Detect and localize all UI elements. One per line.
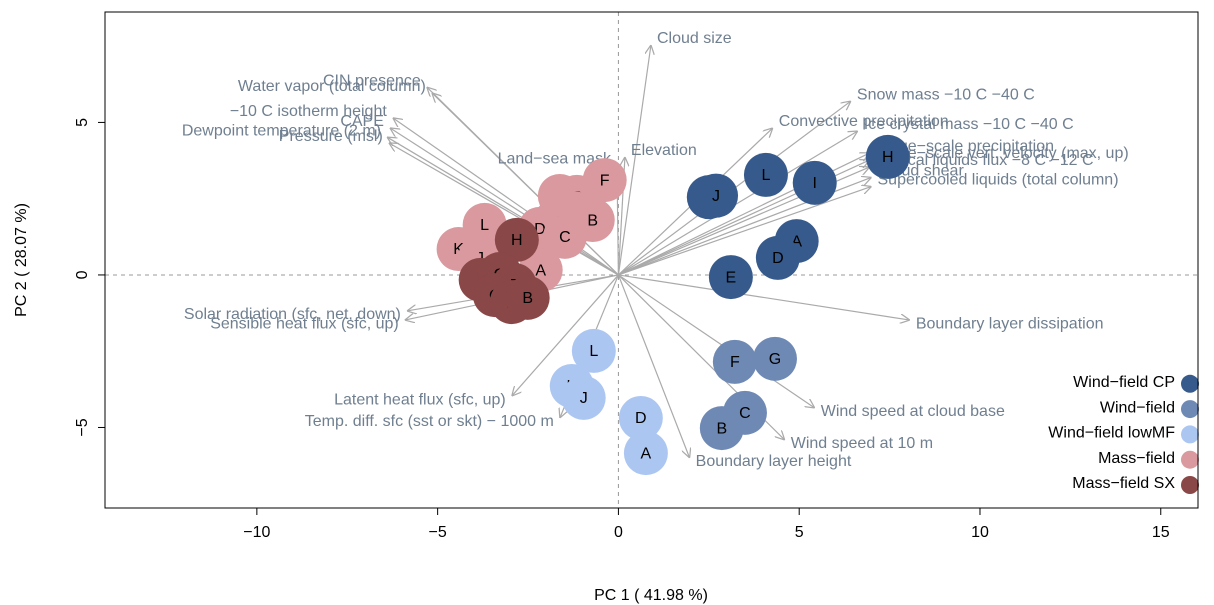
point bbox=[571, 328, 616, 373]
loading-label: Sensible heat flux (sfc, up) bbox=[210, 315, 399, 332]
loading-label: Wind speed at 10 m bbox=[791, 435, 933, 452]
legend-swatch bbox=[1181, 400, 1199, 419]
point bbox=[694, 173, 739, 218]
y-tick-label: 0 bbox=[74, 270, 91, 279]
point bbox=[792, 160, 837, 205]
loading-label: −10 C isotherm height bbox=[230, 103, 388, 120]
point bbox=[743, 152, 788, 197]
loading-label: Wind speed at cloud base bbox=[821, 403, 1005, 420]
loading-label: Snow mass −10 C −40 C bbox=[857, 86, 1035, 103]
point-label: B bbox=[716, 420, 727, 437]
loading-label: Boundary layer height bbox=[696, 453, 852, 470]
point-label: C bbox=[739, 405, 751, 422]
loading-label: Cloud size bbox=[657, 30, 732, 47]
x-tick-label: −10 bbox=[243, 524, 270, 541]
point-label: D bbox=[772, 250, 784, 267]
point-label: L bbox=[589, 343, 598, 360]
legend-label: Wind−field CP bbox=[1073, 374, 1175, 391]
point-label: J bbox=[712, 188, 720, 205]
loading-arrow bbox=[617, 274, 689, 458]
loading-label: Elevation bbox=[631, 142, 697, 159]
y-tick-label: −5 bbox=[74, 418, 91, 436]
x-tick-label: −5 bbox=[429, 524, 447, 541]
point bbox=[699, 406, 744, 451]
point bbox=[505, 275, 550, 320]
point-label: F bbox=[600, 172, 610, 189]
loading-label: Ice crystal mass −10 C −40 C bbox=[864, 116, 1074, 133]
point bbox=[618, 396, 663, 441]
loading-label: Supercooled liquids (total column) bbox=[878, 172, 1119, 189]
x-tick-label: 5 bbox=[795, 524, 804, 541]
loading-arrow bbox=[512, 274, 619, 396]
point-label: F bbox=[730, 354, 740, 371]
loading-label: Vertical liquids flux −8 C −12 C bbox=[876, 152, 1094, 169]
point-label: B bbox=[522, 290, 533, 307]
loading-label: CIN presence bbox=[323, 72, 421, 89]
point bbox=[542, 214, 587, 259]
point-label: E bbox=[726, 269, 737, 286]
point-label: D bbox=[635, 410, 647, 427]
x-tick-label: 0 bbox=[614, 524, 623, 541]
point bbox=[561, 375, 606, 420]
legend-label: Wind−field bbox=[1100, 399, 1175, 416]
loading-label: CAPE bbox=[340, 113, 384, 130]
point-label: H bbox=[511, 232, 523, 249]
legend-label: Wind−field lowMF bbox=[1048, 425, 1175, 442]
loading-label: Land−sea mask bbox=[498, 150, 612, 167]
legend-label: Mass−field SX bbox=[1072, 475, 1175, 492]
loading-label: Pressure (msl) bbox=[279, 128, 383, 145]
loading-label: Water vapor (total column) bbox=[238, 78, 426, 95]
loading-arrow bbox=[618, 274, 814, 408]
point-label: A bbox=[535, 262, 546, 279]
legend-label: Mass−field bbox=[1098, 450, 1175, 467]
legend-swatch bbox=[1181, 450, 1199, 469]
point-label: L bbox=[761, 167, 770, 184]
point-label: A bbox=[641, 445, 652, 462]
loading-arrow bbox=[618, 131, 857, 276]
point-label: A bbox=[791, 233, 802, 250]
point-label: B bbox=[587, 212, 598, 229]
loading-label: Convective precipitation bbox=[779, 113, 949, 130]
point-label: H bbox=[882, 149, 894, 166]
y-axis-label: PC 2 ( 28.07 %) bbox=[13, 203, 30, 317]
plot-frame bbox=[104, 11, 1199, 509]
loading-label: Latent heat flux (sfc, up) bbox=[334, 391, 506, 408]
point-label: D bbox=[534, 221, 546, 238]
point-label: C bbox=[559, 229, 571, 246]
loading-label: Solar radiation (sfc, net, down) bbox=[184, 306, 401, 323]
point bbox=[712, 339, 757, 384]
point bbox=[708, 255, 753, 300]
point bbox=[623, 431, 668, 476]
y-tick-label: 5 bbox=[74, 118, 91, 127]
point-label: G bbox=[769, 351, 781, 368]
loading-arrow bbox=[617, 45, 651, 276]
loading-arrow bbox=[618, 186, 871, 276]
point-label: L bbox=[480, 217, 489, 234]
point bbox=[752, 336, 797, 381]
loading-label: Dewpoint temperature (2 m) bbox=[182, 122, 381, 139]
point-label: K bbox=[453, 241, 464, 258]
point-label: I bbox=[813, 175, 817, 192]
x-tick-label: 10 bbox=[971, 524, 989, 541]
loading-arrow bbox=[618, 274, 909, 320]
point bbox=[755, 235, 800, 280]
loading-arrow bbox=[389, 143, 619, 276]
loading-label: Large−scale precipitation bbox=[876, 138, 1054, 155]
x-tick-label: 15 bbox=[1152, 524, 1170, 541]
point-label: J bbox=[580, 390, 588, 407]
loading-arrow bbox=[432, 93, 619, 276]
legend-swatch bbox=[1181, 374, 1199, 393]
point bbox=[865, 134, 910, 179]
legend-swatch bbox=[1181, 425, 1199, 444]
legend-swatch bbox=[1181, 476, 1199, 494]
x-axis-label: PC 1 ( 41.98 %) bbox=[594, 587, 708, 604]
loading-label: Large−scale vert. velocity (max, up) bbox=[876, 145, 1129, 162]
loading-label: Boundary layer dissipation bbox=[916, 315, 1104, 332]
point bbox=[494, 217, 539, 262]
loading-label: Temp. diff. sfc (sst or skt) − 1000 m bbox=[305, 413, 554, 430]
